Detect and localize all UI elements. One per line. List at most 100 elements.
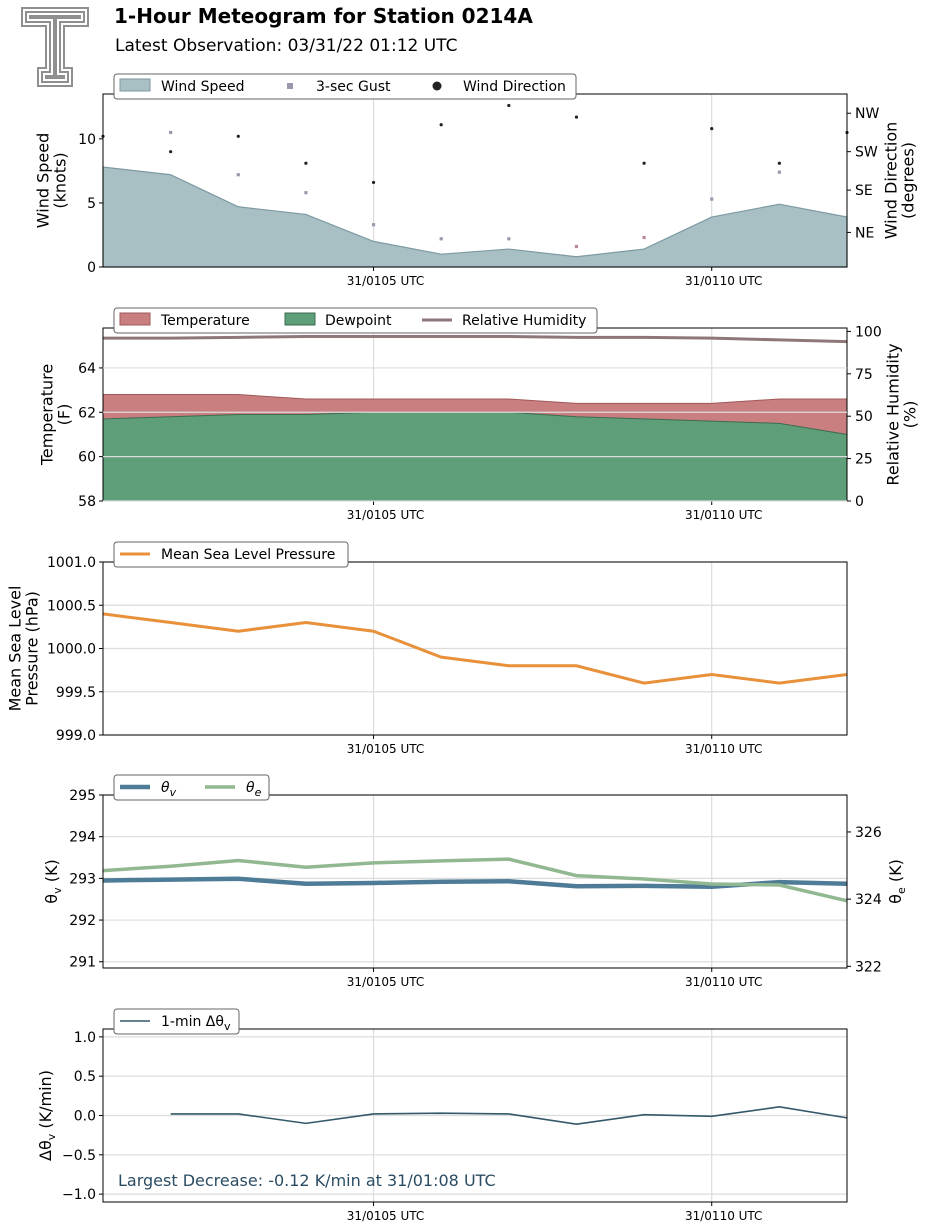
legend-frame [113, 73, 577, 100]
legend-frame [113, 1008, 240, 1035]
dtheta-ytick-label: −0.5 [62, 1148, 96, 1164]
wind-direction-point [169, 150, 173, 154]
legend-temperature-label: Temperature [160, 313, 250, 329]
mslp-line [102, 612, 848, 685]
legend-humidity-label: Relative Humidity [462, 313, 586, 329]
temperature-axis-label-line: Temperature [38, 364, 57, 466]
latest-observation: Latest Observation: 03/31/22 01:12 UTC [115, 36, 458, 56]
humidity-axis-label: Relative Humidity(%) [884, 343, 920, 485]
temp-y2tick-label: 25 [855, 452, 873, 468]
wind-y2tick-label: SW [855, 145, 878, 161]
wind-direction-point [304, 161, 308, 165]
legend-direction-swatch [432, 81, 442, 91]
wind-speed-area [102, 166, 848, 268]
gust-point [304, 191, 308, 195]
temp-ytick-label: 62 [78, 405, 96, 421]
theta-v-line [102, 876, 848, 889]
gust-point [236, 173, 240, 177]
theta-e-axis-label-text: θe (K) [886, 859, 908, 904]
gust-point [169, 130, 173, 135]
legend-theta-v-label: θv [161, 780, 177, 799]
legend-wind-swatch [119, 78, 151, 92]
wind-xtick-label: 31/0105 UTC [347, 274, 424, 288]
dtheta-ytick-label: 1.0 [74, 1030, 96, 1046]
dtheta-xtick-label: 31/0105 UTC [347, 1209, 424, 1223]
humidity-axis-label-line: Relative Humidity [884, 343, 903, 485]
theta-y2tick-label: 324 [855, 892, 882, 908]
wind-direction-point [236, 134, 240, 138]
wind-ytick-label: 5 [87, 196, 96, 212]
temp-y2tick-label: 75 [855, 367, 873, 383]
temp-ytick-label: 58 [78, 494, 96, 510]
humidity-axis-label-line: (%) [901, 401, 920, 429]
dtheta-line [170, 1106, 848, 1125]
gust-point [371, 223, 376, 227]
wind-direction-point [642, 161, 646, 165]
dtheta-axis-label-text: Δθv (K/min) [36, 1070, 58, 1161]
legend-direction-label: Wind Direction [463, 79, 566, 95]
dtheta-axis-label: Δθv (K/min) [36, 1070, 58, 1161]
legend-frame [113, 307, 598, 334]
theta-xtick-label: 31/0110 UTC [685, 975, 762, 989]
wind-direction-point [574, 115, 579, 119]
legend-dtheta-label: 1-min Δθv [161, 1014, 231, 1033]
mslp-ytick-label: 1000.0 [47, 642, 96, 658]
theta-ytick-label: 294 [69, 830, 96, 846]
legend-dewpoint-swatch [284, 312, 316, 326]
gust-point [710, 197, 714, 201]
dtheta-plot-frame [102, 1028, 848, 1203]
legend: Temperature Dewpoint Relative Humidity [113, 307, 598, 334]
theta-ytick-label: 291 [69, 955, 96, 971]
gust-point [777, 170, 781, 174]
wind-y2tick-label: NE [855, 225, 874, 241]
texas-tech-logo [20, 6, 90, 92]
wind-y2tick-label: SE [855, 183, 873, 199]
mslp-axis-label-line: Mean Sea Level [6, 586, 25, 712]
mslp-ytick-label: 999.0 [56, 728, 96, 744]
wind-direction-point [507, 103, 511, 108]
wind-y2tick-label: NW [855, 106, 879, 122]
legend-frame [113, 541, 349, 568]
theta-xtick-label: 31/0105 UTC [347, 975, 424, 989]
gust-point [507, 237, 511, 241]
gust-point [642, 235, 646, 240]
temp-xtick-label: 31/0110 UTC [685, 508, 762, 522]
temperature-axis-label-line: (F) [55, 404, 74, 426]
legend-dewpoint-label: Dewpoint [325, 313, 392, 329]
theta-e-line [102, 857, 848, 903]
legend: 1-min Δθv [113, 1008, 240, 1035]
wind-speed-axis-label: Wind Speed(knots) [34, 133, 70, 228]
temp-y2tick-label: 0 [855, 494, 864, 510]
temp-y2tick-label: 50 [855, 409, 873, 425]
temp-y2tick-label: 100 [855, 324, 882, 340]
legend: θv θe [113, 774, 270, 801]
wind-direction-point [371, 180, 376, 185]
wind-speed-axis-label-line: Wind Speed [34, 133, 53, 228]
theta-e-axis-label: θe (K) [886, 859, 908, 904]
legend-gust-swatch [287, 83, 293, 89]
legend: Mean Sea Level Pressure [113, 541, 349, 568]
dtheta-ytick-label: 0.5 [74, 1069, 96, 1085]
dtheta-ytick-label: −1.0 [62, 1187, 96, 1203]
theta-ytick-label: 295 [69, 788, 96, 804]
mslp-xtick-label: 31/0110 UTC [685, 742, 762, 756]
relative-humidity-line [103, 334, 848, 344]
mslp-axis-label-line: Pressure (hPa) [23, 591, 42, 706]
temp-ytick-label: 64 [78, 361, 96, 377]
legend-temperature-swatch [119, 312, 151, 326]
theta-v-axis-label-text: θv (K) [42, 859, 64, 903]
gust-point [574, 244, 579, 249]
legend-frame [113, 774, 270, 801]
mslp-ytick-label: 1000.5 [47, 598, 96, 614]
gust-point [439, 237, 443, 241]
mslp-plot-frame [102, 561, 848, 736]
theta-ytick-label: 292 [69, 913, 96, 929]
wind-direction-point [777, 161, 781, 165]
wind-ytick-label: 0 [87, 260, 96, 276]
temp-xtick-label: 31/0105 UTC [347, 508, 424, 522]
temp-ytick-label: 60 [78, 450, 96, 466]
legend-wind-label: Wind Speed [161, 79, 245, 95]
theta-ytick-label: 293 [69, 871, 96, 887]
theta-plot-frame [102, 794, 848, 969]
